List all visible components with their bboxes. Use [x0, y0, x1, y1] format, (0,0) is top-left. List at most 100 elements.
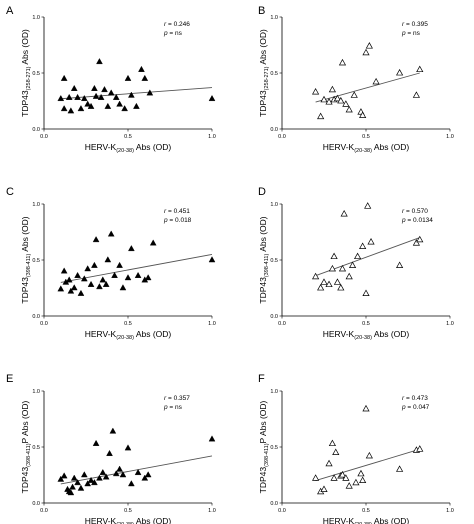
data-point [208, 256, 216, 263]
y-axis-label: TDP43(398-411) Abs (OD) [20, 216, 32, 303]
data-point [84, 480, 92, 487]
data-point [362, 289, 370, 297]
x-tick-label: 0.5 [124, 321, 132, 327]
data-point [144, 471, 152, 478]
x-tick-label: 1.0 [208, 134, 216, 140]
data-point [119, 471, 127, 478]
y-axis-label: TDP43(258-271) Abs (OD) [258, 29, 270, 117]
data-point [99, 469, 107, 476]
x-tick-label: 0.0 [40, 321, 48, 327]
data-point [208, 435, 216, 442]
x-axis-label: HERV-K(20-38) Abs (OD) [85, 142, 172, 154]
data-point [416, 235, 424, 243]
p-stat: p = ns [163, 404, 183, 411]
data-point [354, 252, 362, 260]
p-stat: p = 0.047 [401, 404, 430, 411]
data-point [342, 474, 350, 481]
data-point [325, 280, 333, 288]
data-point [345, 272, 353, 280]
y-tick-label: 1.0 [270, 389, 278, 395]
data-point [92, 236, 100, 243]
data-point [65, 276, 73, 283]
data-point [325, 98, 333, 105]
x-axis-label: HERV-K(20-38) Abs (OD) [85, 516, 172, 524]
p-stat: p = 0.018 [163, 217, 192, 224]
x-axis-label: HERV-K(20-38) Abs (OD) [323, 142, 410, 154]
panel-f: F 0.0 0.5 1.0 0.0 0.5 1.0 r = 0.473 p = 0.047 HER… [258, 373, 454, 524]
data-point [364, 202, 372, 209]
data-point [359, 242, 367, 249]
data-point [70, 84, 78, 91]
data-point [57, 285, 65, 292]
data-point [396, 261, 404, 269]
y-tick-label: 0.0 [32, 314, 40, 320]
data-point [116, 465, 123, 472]
data-point [317, 283, 325, 291]
data-point [121, 105, 128, 112]
y-tick-label: 0.0 [270, 501, 278, 507]
data-point [101, 86, 108, 93]
r-stat: r = 0.357 [164, 395, 190, 402]
data-point [320, 278, 328, 285]
data-point [312, 87, 320, 95]
p-stat: p = ns [163, 30, 183, 37]
data-point [70, 284, 78, 291]
data-point [348, 261, 357, 269]
data-point [345, 482, 353, 489]
y-tick-label: 0.5 [270, 445, 278, 451]
panel-a: A 0.0 0.5 1.0 0.0 0.5 1.0 r = 0.246 p = ns HERV-K… [6, 5, 216, 154]
trend-line [315, 72, 420, 103]
y-tick-label: 1.0 [270, 15, 278, 21]
data-point [359, 476, 367, 484]
data-point [74, 93, 81, 100]
data-point [320, 485, 328, 492]
data-point [91, 479, 98, 486]
data-point [338, 470, 347, 478]
y-tick-label: 0.0 [270, 127, 278, 133]
trend-line [315, 448, 420, 482]
data-point [77, 484, 85, 491]
data-point [74, 271, 81, 278]
data-point [91, 261, 98, 268]
trend-line [60, 455, 213, 485]
y-tick-label: 0.5 [32, 445, 40, 451]
x-axis-label: HERV-K(20-38) Abs (OD) [85, 329, 172, 341]
data-point [320, 95, 328, 103]
data-point [74, 479, 81, 486]
data-point [396, 68, 404, 76]
data-point [87, 476, 95, 483]
trend-line [60, 253, 213, 283]
data-point [328, 439, 336, 447]
x-tick-label: 0.0 [278, 508, 286, 514]
data-point [80, 95, 88, 102]
r-stat: r = 0.451 [164, 208, 190, 215]
panel-letter: A [6, 5, 14, 17]
x-tick-label: 1.0 [446, 321, 454, 327]
data-point [124, 274, 132, 281]
panel-e: E 0.0 0.5 1.0 0.0 0.5 1.0 r = 0.357 p = ns HERV-K… [6, 373, 216, 524]
y-tick-label: 0.5 [270, 71, 278, 77]
r-stat: r = 0.246 [164, 21, 190, 28]
data-point [99, 276, 107, 283]
data-point [106, 449, 113, 456]
data-point [104, 256, 112, 263]
data-point [149, 239, 157, 246]
x-tick-label: 0.0 [278, 134, 286, 140]
data-point [77, 105, 85, 112]
data-point [92, 92, 100, 99]
data-point [60, 74, 68, 81]
data-point [67, 107, 75, 114]
data-point [208, 95, 216, 102]
data-point [116, 261, 123, 268]
data-point [312, 272, 320, 280]
data-point [124, 444, 132, 451]
data-point [128, 480, 135, 487]
trend-line [60, 87, 213, 100]
r-stat: r = 0.570 [402, 208, 428, 215]
y-tick-label: 0.0 [32, 127, 40, 133]
data-point [416, 65, 424, 73]
data-point [57, 475, 65, 482]
data-point [332, 448, 340, 456]
x-axis-label: HERV-K(20-38) Abs (OD) [323, 329, 410, 341]
